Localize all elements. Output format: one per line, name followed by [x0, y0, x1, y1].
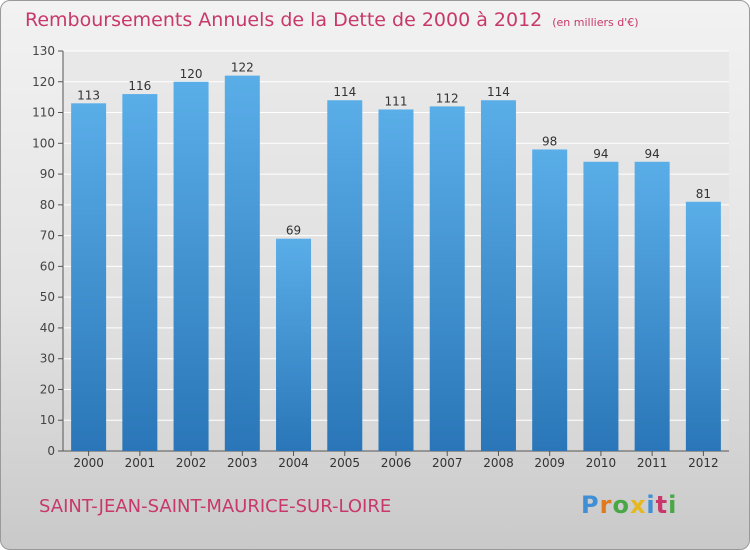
y-tick-label: 90: [40, 167, 55, 181]
bar: [480, 100, 516, 451]
x-tick-label: 2004: [278, 456, 309, 470]
brand-letter: r: [599, 491, 613, 519]
y-tick-label: 100: [32, 136, 55, 150]
bar-value-label: 98: [542, 134, 557, 148]
brand-letter: o: [612, 491, 630, 519]
bar: [71, 103, 107, 452]
bar: [327, 100, 363, 451]
bar: [429, 106, 465, 451]
brand-letter: i: [646, 491, 656, 519]
y-tick-label: 130: [32, 44, 55, 58]
bar: [532, 149, 568, 451]
y-tick-label: 20: [40, 382, 55, 396]
x-tick-label: 2010: [586, 456, 617, 470]
brand-letter: x: [629, 491, 647, 519]
x-tick-label: 2007: [432, 456, 463, 470]
x-tick-label: 2008: [483, 456, 514, 470]
bar-value-label: 114: [487, 85, 510, 99]
y-tick-label: 70: [40, 229, 55, 243]
x-tick-label: 2000: [73, 456, 104, 470]
bar: [173, 81, 209, 452]
bar-value-label: 94: [593, 147, 608, 161]
bar: [634, 161, 670, 451]
y-tick-label: 10: [40, 413, 55, 427]
bar-value-label: 81: [696, 187, 711, 201]
y-tick-label: 40: [40, 321, 55, 335]
x-tick-label: 2006: [381, 456, 412, 470]
y-tick-label: 30: [40, 352, 55, 366]
bar: [378, 109, 414, 451]
unit-note: (en milliers d'€): [552, 16, 639, 29]
chart-title-text: Remboursements Annuels de la Dette de 20…: [25, 9, 543, 31]
x-tick-label: 2005: [329, 456, 360, 470]
bar-value-label: 122: [231, 61, 254, 75]
x-tick-label: 2011: [637, 456, 668, 470]
brand-logo: Proxiti: [581, 491, 677, 519]
bar-value-label: 114: [333, 85, 356, 99]
bar-value-label: 120: [180, 67, 203, 81]
chart-title: Remboursements Annuels de la Dette de 20…: [25, 9, 639, 31]
bar-value-label: 113: [77, 88, 100, 102]
y-tick-label: 110: [32, 106, 55, 120]
y-tick-label: 120: [32, 75, 55, 89]
brand-letter: t: [655, 491, 669, 519]
bar: [685, 201, 721, 451]
y-tick-label: 50: [40, 290, 55, 304]
town-name: SAINT-JEAN-SAINT-MAURICE-SUR-LOIRE: [39, 496, 392, 517]
y-tick-label: 80: [40, 198, 55, 212]
bar-value-label: 111: [385, 94, 408, 108]
x-tick-label: 2002: [176, 456, 207, 470]
bar-value-label: 94: [645, 147, 660, 161]
bar: [224, 75, 260, 451]
x-tick-label: 2012: [688, 456, 719, 470]
bar-value-label: 112: [436, 91, 459, 105]
y-tick-label: 60: [40, 259, 55, 273]
x-tick-label: 2003: [227, 456, 258, 470]
x-tick-label: 2001: [125, 456, 156, 470]
brand-letter: i: [668, 491, 678, 519]
bar: [276, 238, 312, 451]
bar-value-label: 69: [286, 224, 301, 238]
y-tick-label: 0: [47, 444, 55, 458]
bar: [583, 161, 619, 451]
x-tick-label: 2009: [534, 456, 565, 470]
bar: [122, 94, 158, 452]
brand-letter: P: [581, 491, 600, 519]
bar-value-label: 116: [128, 79, 151, 93]
